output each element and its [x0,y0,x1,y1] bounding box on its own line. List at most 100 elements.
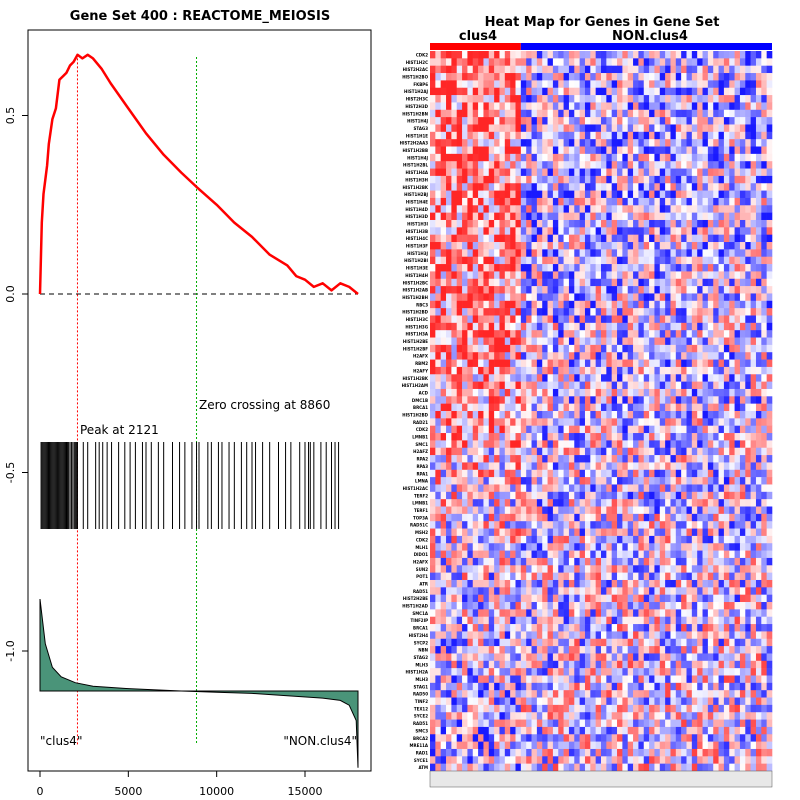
heatmap-cell [526,271,532,280]
heatmap-cell [734,403,741,412]
heatmap-cell [606,153,612,162]
heatmap-cell [734,433,741,441]
heatmap-cell [697,381,703,390]
heatmap-cell [638,227,645,235]
heatmap-cell [686,65,693,74]
heatmap-cell [430,242,436,250]
heatmap-cell [536,565,543,573]
heatmap-cell [568,175,575,184]
heatmap-cell [649,197,655,206]
heatmap-cell [478,602,484,610]
heatmap-cell [734,352,741,360]
heatmap-cell [520,242,527,250]
heatmap-cell [526,477,532,485]
heatmap-cell [627,73,634,81]
heatmap-cell [520,139,527,147]
heatmap-cell [734,543,741,551]
heatmap-cell [681,146,687,155]
heatmap-cell [761,264,767,272]
heatmap-cell [606,124,612,133]
heatmap-cell [745,249,751,258]
heatmap-cell [590,300,596,309]
heatmap-cell [622,146,629,155]
heatmap-cell [643,139,650,147]
heatmap-cell [638,411,645,419]
heatmap-cell [584,330,591,338]
heatmap-cell [558,521,564,529]
heatmap-cell [531,330,538,338]
heatmap-cell [531,256,538,265]
heatmap-cell [643,462,650,471]
heatmap-cell [654,264,661,272]
heatmap-cell [478,212,484,221]
heatmap-cell [681,286,687,294]
heatmap-cell [734,491,741,500]
heatmap-cell [659,528,666,537]
heatmap-cell [622,352,629,360]
heatmap-cell [670,249,677,258]
heatmap-cell [643,447,650,456]
heatmap-cell [446,572,452,581]
heatmap-cell [606,543,612,551]
heatmap-cell [766,381,773,390]
heatmap-cell [723,242,730,250]
heatmap-cell [440,95,447,103]
heatmap-cell [697,374,703,382]
heatmap-cell [499,499,506,507]
heatmap-cell [515,572,522,581]
heatmap-cell [462,249,468,258]
heatmap-cell [542,535,548,544]
heatmap-cell [430,572,436,581]
heatmap-cell [659,131,666,140]
heatmap-cell [440,572,447,581]
heatmap-cell [494,447,500,456]
heatmap-cell [542,197,548,206]
heatmap-cell [456,153,463,162]
heatmap-cell [734,242,741,250]
heatmap-cell [435,102,441,111]
heatmap-cell [707,477,714,485]
heatmap-cell [574,477,580,485]
heatmap-cell [686,499,693,507]
heatmap-cell [750,484,757,493]
heatmap-cell [606,587,612,595]
heatmap-cell [739,87,746,96]
heatmap-cell [633,359,639,368]
heatmap-cell [665,219,671,228]
heatmap-cell [451,278,458,287]
heatmap-cell [552,256,559,265]
heatmap-cell [633,440,639,449]
heatmap-cell [750,587,757,595]
heatmap-cell [611,227,618,235]
heatmap-cell [702,359,709,368]
heatmap-cell [430,58,436,66]
heatmap-cell [552,190,559,199]
heatmap-cell [456,315,463,324]
heatmap-cell [435,308,441,316]
heatmap-cell [627,80,634,89]
heatmap-cell [440,506,447,515]
heatmap-cell [702,308,709,316]
heatmap-cell [563,447,570,456]
heatmap-cell [739,117,746,125]
heatmap-cell [702,587,709,595]
heatmap-cell [574,381,580,390]
heatmap-cell [675,300,682,309]
heatmap-cell [665,579,671,588]
heatmap-cell [510,131,516,140]
heatmap-cell [686,594,693,603]
heatmap-cell [440,535,447,544]
heatmap-cell [617,557,623,566]
heatmap-cell [462,117,468,125]
heatmap-cell [617,73,623,81]
heatmap-cell [707,337,714,346]
heatmap-cell [542,543,548,551]
heatmap-cell [670,271,677,280]
heatmap-cell [755,403,762,412]
heatmap-cell [568,359,575,368]
heatmap-cell [686,484,693,493]
heatmap-cell [755,433,762,441]
heatmap-cell [617,374,623,382]
heatmap-cell [467,477,474,485]
heatmap-cell [622,87,629,96]
